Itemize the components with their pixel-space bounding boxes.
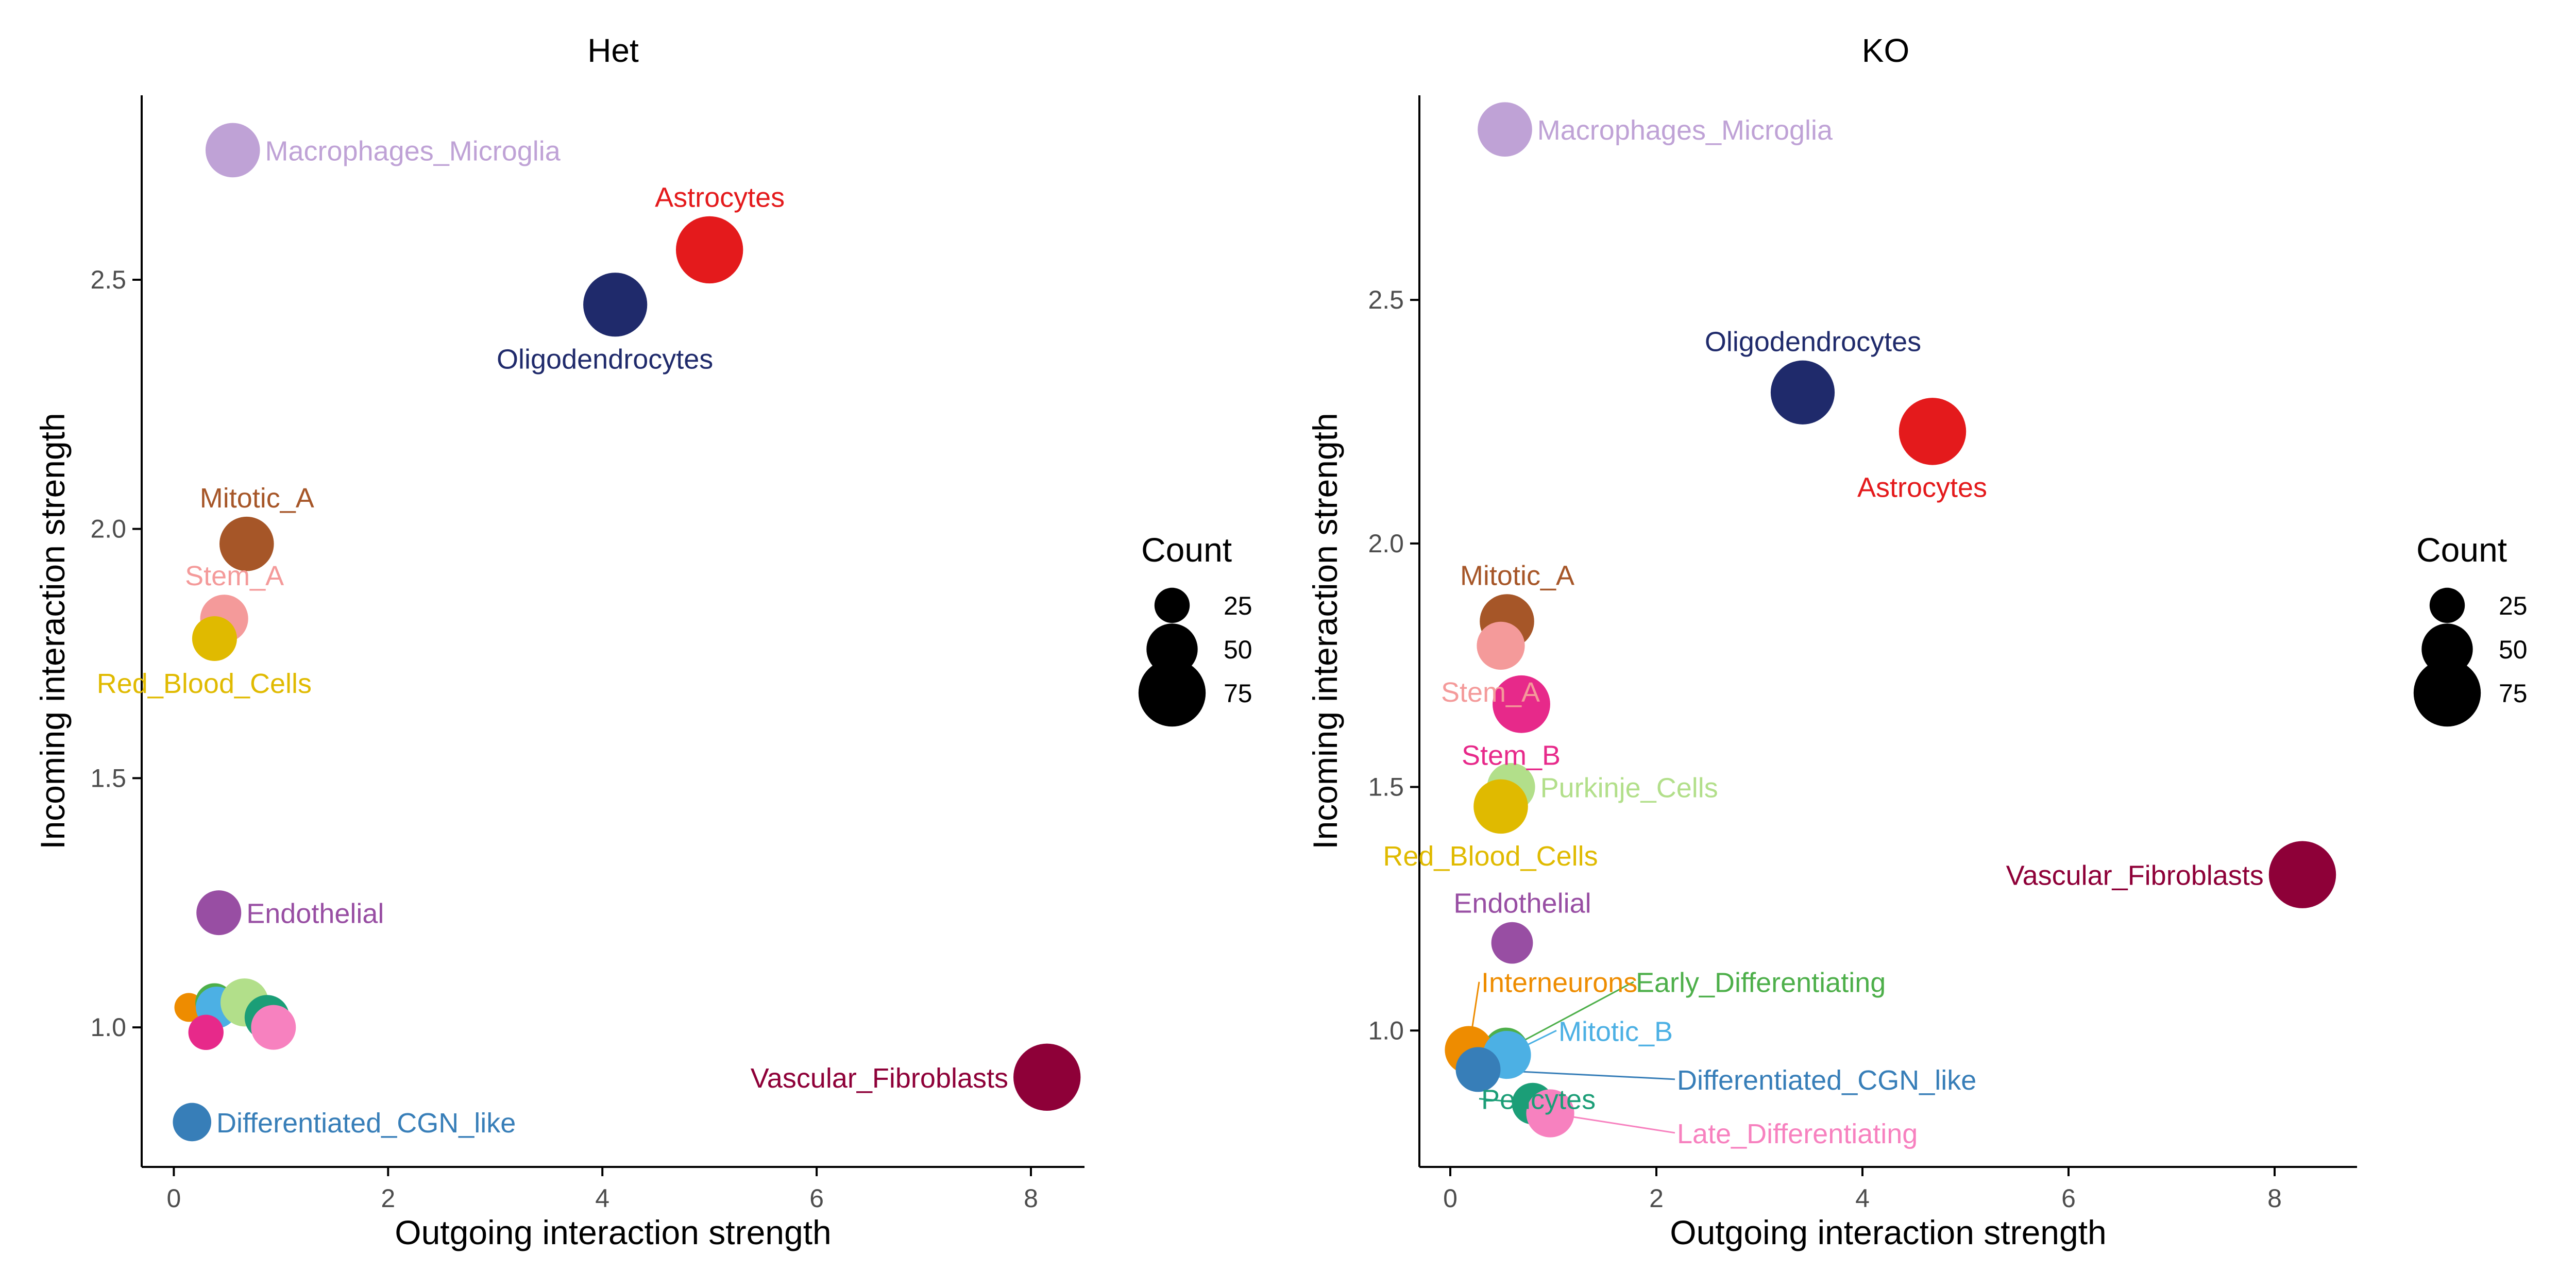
legend-key-circle <box>1138 659 1206 727</box>
legend-key-label: 25 <box>2499 591 2528 620</box>
y-axis-ticks: 1.0 1.5 2.0 2.5 <box>90 265 142 1042</box>
x-tick-label: 0 <box>166 1184 181 1213</box>
x-tick-label: 2 <box>381 1184 395 1213</box>
y-tick-label: 2.5 <box>1368 285 1404 314</box>
point-stem-b <box>1493 675 1550 733</box>
panel-ko: KO 0 2 4 6 8 1.0 1.5 2.0 2.5 Macrophages_Microg… <box>1306 32 2357 1251</box>
x-tick-label: 4 <box>595 1184 609 1213</box>
label-late-differentiating: Late_Differentiating <box>1677 1118 1918 1149</box>
label-macrophages-microglia: Macrophages_Microglia <box>1537 115 1833 146</box>
label-stem-b: Stem_B <box>1462 740 1561 771</box>
label-oligodendrocytes: Oligodendrocytes <box>497 344 713 375</box>
leader-line <box>1505 981 1634 1051</box>
point-red-blood-cells <box>192 616 237 662</box>
point-late-differentiating <box>1526 1089 1574 1138</box>
x-axis-ticks: 0 2 4 6 8 <box>1443 1167 2282 1213</box>
y-tick-label: 2.5 <box>90 265 126 294</box>
y-axis-ticks: 1.0 1.5 2.0 2.5 <box>1368 285 1419 1045</box>
label-purkinje-cells: Purkinje_Cells <box>1540 773 1718 804</box>
x-tick-label: 6 <box>809 1184 824 1213</box>
legend-keys: 25 50 75 <box>1138 587 1252 727</box>
point-astrocytes <box>1899 398 1967 465</box>
point-macrophages-microglia <box>1478 102 1532 157</box>
legend-key-circle <box>1154 587 1190 623</box>
label-endothelial: Endothelial <box>246 899 384 929</box>
legend-key-label: 25 <box>1224 591 1252 620</box>
x-axis-label: Outgoing interaction strength <box>1670 1213 2107 1251</box>
legend-key-circle <box>2413 659 2481 727</box>
label-vascular-fibroblasts: Vascular_Fibroblasts <box>751 1063 1008 1094</box>
x-tick-label: 2 <box>1649 1184 1664 1213</box>
point-labels: Macrophages_Microglia Astrocytes Oligodend… <box>97 135 1008 1139</box>
panel-title: Het <box>587 32 639 69</box>
y-axis-label: Incoming interaction strength <box>33 413 72 849</box>
panel-title: KO <box>1862 32 1909 69</box>
y-tick-label: 2.0 <box>1368 529 1404 558</box>
x-tick-label: 8 <box>2267 1184 2282 1213</box>
point-vascular-fibroblasts <box>2268 841 2336 908</box>
label-macrophages-microglia: Macrophages_Microglia <box>265 135 561 166</box>
x-tick-label: 6 <box>2061 1184 2076 1213</box>
y-tick-label: 2.0 <box>90 515 126 544</box>
point-differentiated-cgn-like <box>1455 1047 1501 1092</box>
point-endothelial <box>196 890 242 936</box>
legend-key-label: 50 <box>2499 635 2528 664</box>
y-tick-label: 1.0 <box>90 1013 126 1042</box>
label-astrocytes: Astrocytes <box>1857 472 1987 503</box>
legend-key-circle <box>2429 587 2465 623</box>
label-early-differentiating: Early_Differentiating <box>1636 968 1886 998</box>
label-astrocytes: Astrocytes <box>655 182 785 213</box>
x-axis-ticks: 0 2 4 6 8 <box>166 1167 1038 1213</box>
label-mitotic-a: Mitotic_A <box>1460 560 1574 591</box>
legend-keys: 25 50 75 <box>2413 587 2528 727</box>
label-mitotic-b: Mitotic_B <box>1558 1016 1673 1047</box>
point-stem-b <box>188 1014 224 1050</box>
y-tick-label: 1.5 <box>1368 773 1404 802</box>
label-interneurons: Interneurons <box>1481 968 1637 998</box>
x-tick-label: 0 <box>1443 1184 1458 1213</box>
point-late-differentiating <box>251 1005 296 1050</box>
label-red-blood-cells: Red_Blood_Cells <box>97 668 312 699</box>
label-differentiated-cgn-like: Differentiated_CGN_like <box>216 1108 516 1139</box>
y-axis-label: Incoming interaction strength <box>1306 413 1344 849</box>
panel-het: Het 0 2 4 6 8 1.0 1.5 2.0 2.5 Macrophages_Micro… <box>33 32 1084 1251</box>
scatter-points <box>173 123 1081 1142</box>
legend-title: Count <box>2416 531 2507 569</box>
legend-key-label: 50 <box>1224 635 1252 664</box>
point-labels: Macrophages_Microglia Oligodendrocytes Ast… <box>1383 115 2263 1149</box>
legend-key-label: 75 <box>2499 679 2528 708</box>
label-stem-a: Stem_A <box>185 561 284 591</box>
x-axis-label: Outgoing interaction strength <box>395 1213 832 1251</box>
point-macrophages-microglia <box>205 123 260 178</box>
y-tick-label: 1.5 <box>90 764 126 792</box>
label-pericytes: Pericytes <box>1481 1084 1596 1115</box>
point-oligodendrocytes <box>1770 360 1835 425</box>
x-tick-label: 8 <box>1024 1184 1038 1213</box>
x-tick-label: 4 <box>1855 1184 1870 1213</box>
label-oligodendrocytes: Oligodendrocytes <box>1705 327 1921 358</box>
size-legend-ko: Count 25 50 75 <box>2413 531 2528 727</box>
label-vascular-fibroblasts: Vascular_Fibroblasts <box>2006 860 2264 891</box>
legend-key-label: 75 <box>1224 679 1252 708</box>
point-mitotic-a <box>219 516 274 571</box>
label-stem-a: Stem_A <box>1441 677 1540 708</box>
point-oligodendrocytes <box>583 273 648 337</box>
y-tick-label: 1.0 <box>1368 1016 1404 1045</box>
point-astrocytes <box>675 216 743 284</box>
point-red-blood-cells <box>1473 779 1528 834</box>
size-legend-het: Count 25 50 75 <box>1138 531 1252 727</box>
point-differentiated-cgn-like <box>173 1103 212 1142</box>
label-red-blood-cells: Red_Blood_Cells <box>1383 841 1598 872</box>
scatter-points <box>1445 102 2336 1138</box>
label-mitotic-a: Mitotic_A <box>200 483 314 514</box>
label-endothelial: Endothelial <box>1453 888 1591 919</box>
point-stem-a <box>1477 621 1525 670</box>
point-endothelial <box>1491 922 1533 964</box>
legend-title: Count <box>1141 531 1232 569</box>
point-vascular-fibroblasts <box>1013 1043 1081 1111</box>
label-differentiated-cgn-like: Differentiated_CGN_like <box>1677 1065 1976 1096</box>
